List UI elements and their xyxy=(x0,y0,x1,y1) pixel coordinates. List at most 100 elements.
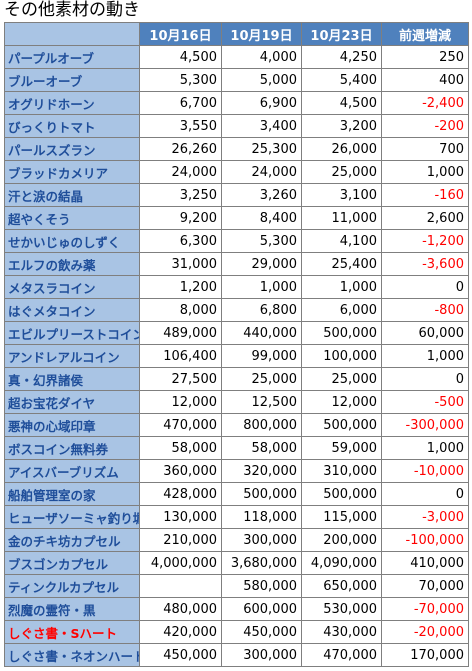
price-cell: 250 xyxy=(381,45,469,69)
price-cell: 5,300 xyxy=(221,229,302,253)
price-cell: 600,000 xyxy=(221,597,302,621)
price-table: 10月16日 10月19日 10月23日 前週増減 パープルオーブ 4,500 4,000… xyxy=(4,22,469,667)
price-cell: 500,000 xyxy=(301,321,382,345)
price-cell: 4,100 xyxy=(301,229,382,253)
price-cell: 4,090,000 xyxy=(301,551,382,575)
price-cell: 6,000 xyxy=(301,298,382,322)
table-row: しぐさ書・Sハート 420,000 450,000 430,000 -20,000 xyxy=(4,620,469,644)
item-name: 船舶管理室の家 xyxy=(4,482,140,506)
price-cell: 6,900 xyxy=(221,91,302,115)
price-cell: 3,680,000 xyxy=(221,551,302,575)
table-row: メタスラコイン 1,200 1,000 1,000 0 xyxy=(4,275,469,299)
price-cell: 1,000 xyxy=(381,344,469,368)
table-row: エルフの飲み薬 31,000 29,000 25,400 -3,600 xyxy=(4,252,469,276)
price-cell: -800 xyxy=(381,298,469,322)
price-cell: -100,000 xyxy=(381,528,469,552)
table-row: パープルオーブ 4,500 4,000 4,250 250 xyxy=(4,45,469,69)
item-name: メタスラコイン xyxy=(4,275,140,299)
price-cell: 200,000 xyxy=(301,528,382,552)
corner-cell xyxy=(4,22,140,46)
price-cell: -200 xyxy=(381,114,469,138)
price-cell: 6,800 xyxy=(221,298,302,322)
table-row: オグリドホーン 6,700 6,900 4,500 -2,400 xyxy=(4,91,469,115)
table-row: 超お宝花ダイヤ 12,000 12,500 12,000 -500 xyxy=(4,390,469,414)
price-cell: 25,400 xyxy=(301,252,382,276)
price-cell: 27,500 xyxy=(139,367,222,391)
item-name: 超やくそう xyxy=(4,206,140,230)
table-row: ブルーオーブ 5,300 5,000 5,400 400 xyxy=(4,68,469,92)
price-cell: 130,000 xyxy=(139,505,222,529)
item-name: ヒューザソーミャ釣り堀 xyxy=(4,505,140,529)
price-cell: 700 xyxy=(381,137,469,161)
header-row: 10月16日 10月19日 10月23日 前週増減 xyxy=(4,22,469,46)
price-cell: 6,700 xyxy=(139,91,222,115)
item-name: アンドレアルコイン xyxy=(4,344,140,368)
price-cell: 428,000 xyxy=(139,482,222,506)
price-cell: 3,550 xyxy=(139,114,222,138)
price-cell: -3,600 xyxy=(381,252,469,276)
price-cell: -10,000 xyxy=(381,459,469,483)
item-name: パールスズラン xyxy=(4,137,140,161)
price-cell: 25,000 xyxy=(301,367,382,391)
table-row: パールスズラン 26,260 25,300 26,000 700 xyxy=(4,137,469,161)
price-cell: 530,000 xyxy=(301,597,382,621)
price-cell: 300,000 xyxy=(221,643,302,667)
price-cell: 99,000 xyxy=(221,344,302,368)
price-cell: 210,000 xyxy=(139,528,222,552)
price-cell: 4,500 xyxy=(301,91,382,115)
item-name: ブスゴンカプセル xyxy=(4,551,140,575)
table-row: ティンクルカプセル 580,000 650,000 70,000 xyxy=(4,574,469,598)
table-row: ボスコイン無料券 58,000 58,000 59,000 1,000 xyxy=(4,436,469,460)
price-cell: 4,500 xyxy=(139,45,222,69)
price-cell: 800,000 xyxy=(221,413,302,437)
table-row: はぐメタコイン 8,000 6,800 6,000 -800 xyxy=(4,298,469,322)
price-cell: 1,000 xyxy=(221,275,302,299)
column-header: 前週増減 xyxy=(381,22,469,46)
item-name: パープルオーブ xyxy=(4,45,140,69)
price-cell: 489,000 xyxy=(139,321,222,345)
item-name: 悪神の心域印章 xyxy=(4,413,140,437)
price-cell: 4,250 xyxy=(301,45,382,69)
price-cell: 360,000 xyxy=(139,459,222,483)
price-cell: 420,000 xyxy=(139,620,222,644)
price-cell: -3,000 xyxy=(381,505,469,529)
column-header: 10月23日 xyxy=(301,22,382,46)
price-cell: 3,250 xyxy=(139,183,222,207)
price-cell: 480,000 xyxy=(139,597,222,621)
price-cell: 170,000 xyxy=(381,643,469,667)
price-cell: 470,000 xyxy=(139,413,222,437)
price-cell: 12,000 xyxy=(301,390,382,414)
price-cell: 11,000 xyxy=(301,206,382,230)
price-cell: 24,000 xyxy=(221,160,302,184)
price-cell: 400 xyxy=(381,68,469,92)
table-row: 船舶管理室の家 428,000 500,000 500,000 0 xyxy=(4,482,469,506)
table-row: 汗と涙の結晶 3,250 3,260 3,100 -160 xyxy=(4,183,469,207)
price-cell: 58,000 xyxy=(139,436,222,460)
price-cell: 470,000 xyxy=(301,643,382,667)
price-cell: 115,000 xyxy=(301,505,382,529)
table-row: ヒューザソーミャ釣り堀 130,000 118,000 115,000 -3,000 xyxy=(4,505,469,529)
item-name: ブラッドカメリア xyxy=(4,160,140,184)
table-row: 悪神の心域印章 470,000 800,000 500,000 -300,000 xyxy=(4,413,469,437)
price-cell: 3,100 xyxy=(301,183,382,207)
price-cell: 8,000 xyxy=(139,298,222,322)
price-cell: 6,300 xyxy=(139,229,222,253)
price-cell: 1,000 xyxy=(381,436,469,460)
price-cell: 300,000 xyxy=(221,528,302,552)
price-cell: 1,000 xyxy=(301,275,382,299)
item-name: 超お宝花ダイヤ xyxy=(4,390,140,414)
price-cell: 3,400 xyxy=(221,114,302,138)
price-cell: 60,000 xyxy=(381,321,469,345)
item-name: 真・幻界諸侯 xyxy=(4,367,140,391)
item-name: ティンクルカプセル xyxy=(4,574,140,598)
price-cell: 25,000 xyxy=(221,367,302,391)
price-cell: 440,000 xyxy=(221,321,302,345)
item-name: はぐメタコイン xyxy=(4,298,140,322)
price-cell: -20,000 xyxy=(381,620,469,644)
price-cell: 8,400 xyxy=(221,206,302,230)
price-cell: 70,000 xyxy=(381,574,469,598)
price-cell: 1,200 xyxy=(139,275,222,299)
price-cell: 5,000 xyxy=(221,68,302,92)
item-name: オグリドホーン xyxy=(4,91,140,115)
price-cell: -300,000 xyxy=(381,413,469,437)
